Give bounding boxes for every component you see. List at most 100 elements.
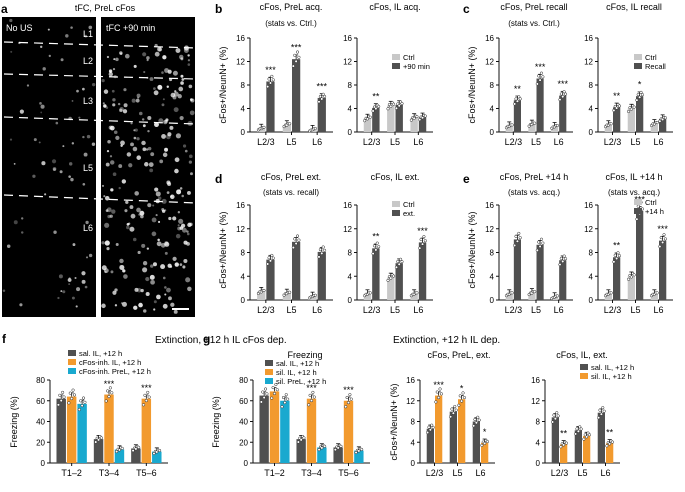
data-point	[96, 438, 101, 442]
bar	[458, 399, 466, 463]
cell-nucleus	[2, 289, 6, 292]
chart-g2: cFos, PreL, ext. cFos+/NeunN+ (%) 0 4 8 12 16 L…	[389, 350, 495, 478]
bar	[536, 78, 544, 132]
x-tick-label: L2/3	[604, 137, 622, 147]
layer-boundary-line	[3, 116, 197, 125]
cell-nucleus	[114, 288, 118, 292]
bar	[395, 104, 403, 132]
cell-nucleus	[103, 89, 109, 94]
data-point	[514, 234, 518, 238]
cell-nucleus	[164, 241, 169, 246]
data-point	[423, 239, 427, 243]
data-point	[555, 123, 559, 128]
x-tick-label: L6	[413, 137, 423, 147]
data-point	[579, 427, 583, 431]
cell-nucleus	[105, 209, 109, 212]
data-point	[640, 93, 644, 97]
cell-nucleus	[113, 130, 118, 135]
cell-nucleus	[164, 286, 167, 289]
x-tick-label: L5	[577, 468, 587, 478]
data-point	[608, 442, 612, 446]
cell-nucleus	[71, 296, 75, 300]
cell-nucleus	[174, 262, 179, 267]
cell-nucleus	[40, 111, 43, 114]
legend-swatch	[265, 378, 273, 384]
bar	[343, 400, 354, 463]
chart-title: cFos, PreL +14 h	[500, 172, 568, 182]
cell-nucleus	[180, 81, 184, 85]
data-point	[609, 122, 613, 126]
cell-nucleus	[161, 208, 165, 212]
cell-nucleus	[150, 279, 155, 285]
data-point	[518, 97, 522, 101]
data-point	[561, 95, 565, 99]
data-point	[317, 255, 321, 259]
cell-nucleus	[178, 218, 184, 224]
cell-nucleus	[166, 180, 171, 185]
cell-nucleus	[41, 161, 46, 166]
bar	[418, 242, 427, 300]
legend-label: Ctrl	[645, 198, 657, 207]
data-point	[458, 394, 462, 398]
data-point	[271, 256, 275, 260]
data-point	[323, 444, 327, 448]
cell-nucleus	[123, 274, 128, 279]
cell-nucleus	[142, 261, 148, 266]
data-point	[271, 386, 275, 390]
data-point	[585, 435, 589, 439]
data-point	[617, 104, 621, 108]
bar	[551, 126, 559, 132]
data-point	[349, 397, 353, 401]
cell-nucleus	[158, 118, 164, 124]
data-point	[438, 387, 442, 391]
data-point	[533, 290, 537, 294]
cell-nucleus	[177, 94, 182, 99]
cell-nucleus	[110, 270, 114, 274]
data-point	[294, 59, 298, 63]
cell-nucleus	[158, 196, 162, 200]
cell-nucleus	[42, 67, 46, 71]
data-point	[578, 425, 582, 429]
cell-nucleus	[153, 87, 156, 90]
bar	[513, 100, 521, 132]
bar	[282, 293, 291, 300]
data-point	[659, 236, 663, 240]
chart-title: cFos, IL acq.	[369, 2, 420, 12]
x-tick-label: T1–2	[264, 468, 285, 478]
legend-swatch	[392, 201, 400, 207]
data-point	[131, 449, 135, 453]
cell-nucleus	[146, 59, 149, 62]
cell-nucleus	[40, 104, 45, 109]
data-point	[610, 440, 614, 444]
data-point	[313, 293, 317, 297]
chart-subtitle: (stats vs. Ctrl.)	[508, 19, 560, 28]
cell-nucleus	[110, 160, 115, 165]
cell-nucleus	[113, 58, 116, 61]
cell-nucleus	[155, 214, 158, 217]
chart-title: cFos, PreL ext.	[261, 172, 321, 182]
significance-stars: *	[483, 427, 487, 437]
title-extinction-f: Extinction, +12 h IL cFos dep.	[155, 335, 287, 346]
cell-nucleus	[112, 172, 117, 177]
y-tick-label: 0	[244, 459, 249, 468]
data-point	[597, 416, 601, 420]
cell-nucleus	[147, 115, 152, 121]
cell-nucleus	[162, 55, 167, 60]
data-point	[56, 403, 60, 407]
data-point	[483, 441, 487, 445]
x-tick-label: L6	[312, 137, 322, 147]
legend-swatch	[68, 368, 76, 374]
cell-nucleus	[166, 287, 171, 293]
data-point	[635, 98, 639, 102]
chart-e1: e cFos, PreL +14 h (stats vs. acq.) cFos+/N…	[463, 172, 573, 315]
y-tick-label: 12	[485, 58, 494, 67]
cell-nucleus	[152, 262, 157, 267]
legend-label: sal. IL, +12 h	[276, 359, 319, 368]
data-point	[321, 92, 325, 96]
cell-nucleus	[71, 100, 74, 102]
cell-nucleus	[121, 179, 127, 184]
y-axis-label: cFos+/NeunN+ (%)	[389, 383, 399, 460]
cell-nucleus	[133, 64, 137, 68]
data-point	[449, 415, 453, 419]
data-point	[320, 251, 324, 255]
